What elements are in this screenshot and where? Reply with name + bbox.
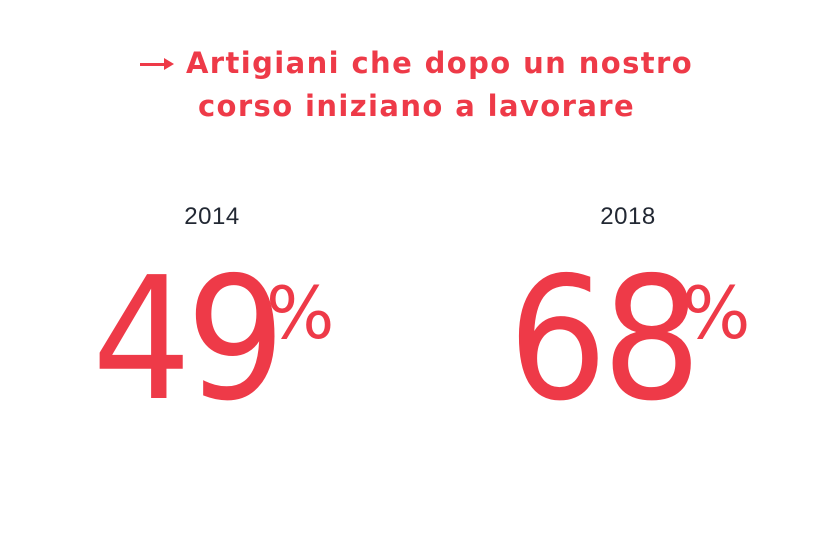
stat-2018: 2018 68 % [478, 195, 778, 435]
headline-text-1: Artigiani che dopo un nostro [185, 46, 694, 80]
headline-line-2: corso iniziano a lavorare [197, 89, 636, 123]
stat-value: 68 % [508, 241, 750, 439]
stat-2014: 2014 49 % [62, 195, 362, 435]
stat-year: 2018 [600, 203, 656, 230]
stat-value: 49 % [92, 241, 334, 439]
stat-number: 49 [92, 241, 286, 439]
headline-line-1: Artigiani che dopo un nostro [0, 42, 833, 85]
arrow-right-icon [139, 54, 174, 74]
stat-year: 2014 [184, 203, 240, 230]
headline: Artigiani che dopo un nostro corso inizi… [0, 42, 833, 128]
percent-sign: % [266, 271, 335, 355]
stat-number: 68 [508, 241, 702, 439]
percent-sign: % [682, 271, 751, 355]
